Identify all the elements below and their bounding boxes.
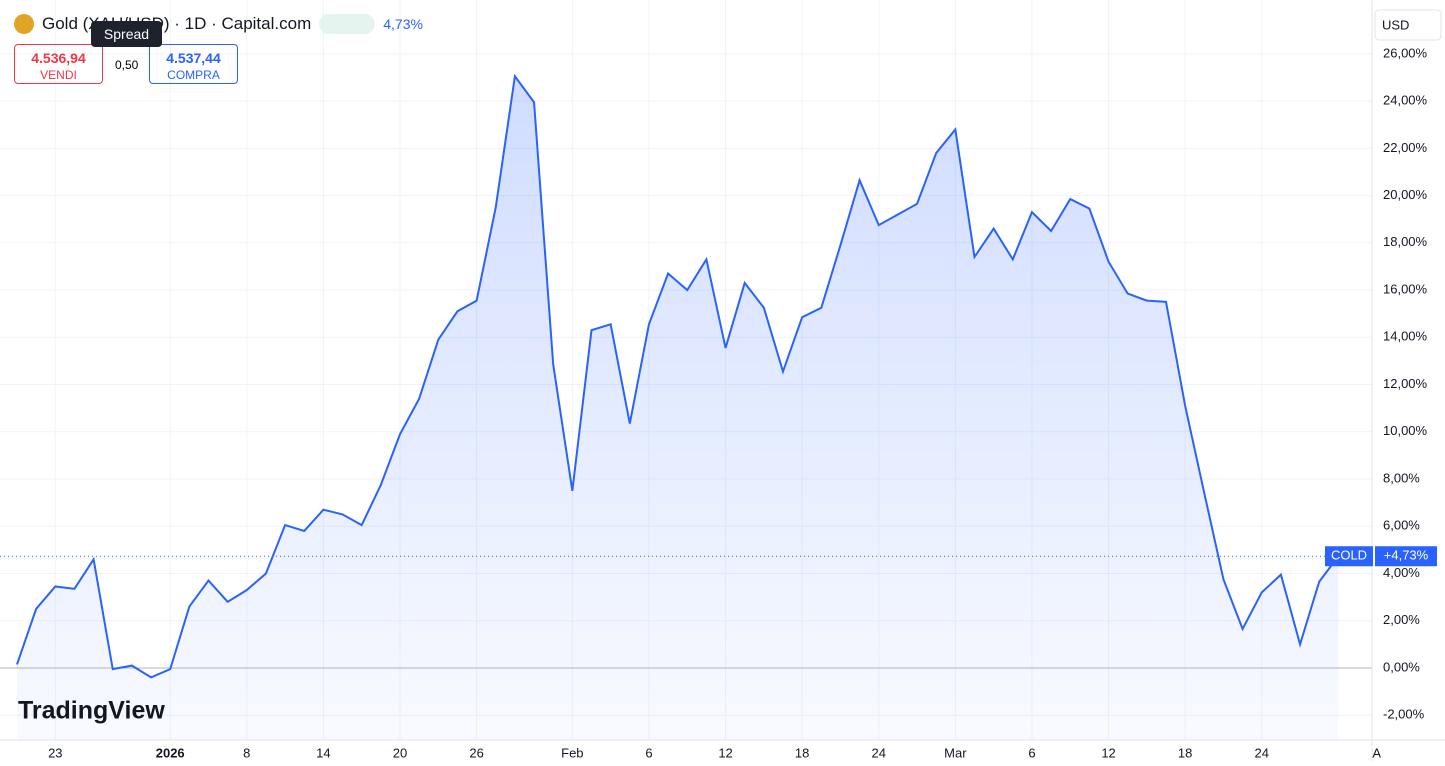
x-tick-label: 18 — [795, 745, 809, 760]
spread-value: 0,50 — [115, 58, 139, 72]
y-tick-label: 22,00% — [1383, 140, 1428, 155]
y-tick-label: 20,00% — [1383, 187, 1428, 202]
buy-label: COMPRA — [167, 68, 220, 82]
currency: USD — [1382, 17, 1409, 32]
x-tick-label: 2026 — [156, 745, 185, 760]
y-tick-label: 16,00% — [1383, 281, 1428, 296]
x-tick-label: 24 — [872, 745, 886, 760]
x-tick-label: 12 — [718, 745, 732, 760]
x-tick-label: 20 — [393, 745, 407, 760]
x-tick-label: 14 — [316, 745, 330, 760]
x-tick-label: 18 — [1178, 745, 1192, 760]
x-tick-label: A — [1372, 745, 1381, 760]
x-tick-label: 24 — [1255, 745, 1269, 760]
x-tick-label: 23 — [48, 745, 62, 760]
x-tick-label: Feb — [561, 745, 583, 760]
x-tick-label: 12 — [1101, 745, 1115, 760]
y-tick-label: 6,00% — [1383, 518, 1420, 533]
x-tick-label: 6 — [1028, 745, 1035, 760]
y-tick-label: 14,00% — [1383, 329, 1428, 344]
y-tick-label: -2,00% — [1383, 707, 1425, 722]
change: 4,73% — [383, 16, 423, 32]
y-tick-label: 26,00% — [1383, 45, 1428, 60]
sell-price: 4.536,94 — [31, 50, 86, 66]
sell-label: VENDI — [40, 68, 77, 82]
last-name-bg — [1325, 546, 1373, 567]
header: Gold (XAU/USD) · 1D · Capital.com 4,73% — [14, 14, 423, 34]
x-tick-label: Mar — [944, 745, 967, 760]
x-tick-label: 26 — [469, 745, 483, 760]
symbol-title: Gold (XAU/USD) · 1D · Capital.com — [42, 14, 312, 33]
y-tick-label: 4,00% — [1383, 565, 1420, 580]
buy-price: 4.537,44 — [166, 50, 221, 66]
status-pill — [319, 14, 376, 34]
buy-button[interactable]: 4.537,44 COMPRA — [149, 44, 238, 84]
x-tick-label: 6 — [645, 745, 652, 760]
y-tick-label: 24,00% — [1383, 93, 1428, 108]
sell-button[interactable]: 4.536,94 VENDI — [14, 44, 103, 84]
currency-button[interactable] — [1374, 9, 1442, 41]
last-value: +4,73% — [1384, 548, 1429, 563]
last-name: COLD — [1331, 548, 1367, 563]
watermark: TradingView — [18, 697, 165, 725]
price-line — [16, 73, 1340, 679]
y-axis-bg — [1372, 0, 1445, 761]
area — [17, 76, 1339, 741]
y-tick-label: 12,00% — [1383, 376, 1428, 391]
last-value-bg — [1375, 546, 1437, 567]
y-tick-label: 8,00% — [1383, 470, 1420, 485]
y-tick-label: 10,00% — [1383, 423, 1428, 438]
y-tick-label: 2,00% — [1383, 612, 1420, 627]
y-tick-label: 18,00% — [1383, 234, 1428, 249]
spread-tooltip: Spread — [91, 21, 162, 47]
x-tick-label: 8 — [243, 745, 250, 760]
gold-icon — [14, 14, 34, 34]
y-tick-label: 0,00% — [1383, 659, 1420, 674]
